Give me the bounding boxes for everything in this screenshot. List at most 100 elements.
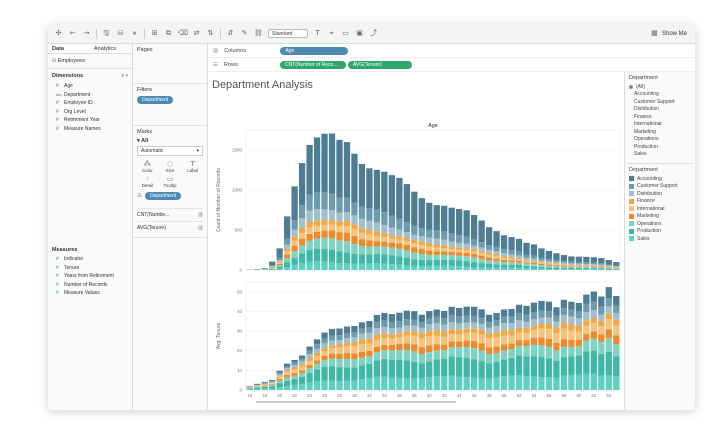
bar-segment	[366, 363, 373, 379]
show-me-button[interactable]: ▦ Show Me	[650, 29, 687, 38]
bar-segment	[321, 192, 328, 210]
filter-legend-item[interactable]: Production	[625, 143, 695, 151]
bar-segment	[373, 376, 381, 390]
dimension-field[interactable]: # Retirement Year	[48, 116, 132, 125]
clear-icon[interactable]: ⌫	[178, 29, 188, 37]
marks-pill-department[interactable]: Department	[145, 192, 182, 200]
datasource-item[interactable]: ⛁ Employees	[48, 54, 132, 69]
bar-segment	[328, 133, 336, 194]
marks-row-avg[interactable]: AVG(Tenure) ▥	[137, 221, 203, 234]
marks-all[interactable]: ▾ All	[137, 138, 203, 144]
bar-segment	[515, 259, 523, 262]
dimension-field[interactable]: Abc Department	[48, 91, 132, 100]
filter-legend-item[interactable]: Accounting	[625, 91, 695, 99]
rows-pill-cnt[interactable]: CNT(Number of Reco...	[279, 60, 346, 69]
filter-legend-item[interactable]: Distribution	[625, 106, 695, 114]
measure-field[interactable]: # Indicator	[48, 255, 132, 264]
horizontal-scrollbar[interactable]	[256, 401, 456, 403]
bar-segment	[598, 258, 605, 264]
filter-legend-item[interactable]: Finance	[625, 113, 695, 121]
measure-field[interactable]: # Tenure	[48, 264, 132, 273]
measure-field[interactable]: # Measure Values	[48, 289, 132, 298]
marks-color-field[interactable]: ⁂ Department	[137, 192, 203, 200]
duplicate-icon[interactable]: ⧉	[166, 29, 171, 37]
filter-legend-item[interactable]: International	[625, 121, 695, 129]
share-icon[interactable]: ⤴	[370, 29, 377, 37]
bar-segment	[426, 336, 433, 346]
sort-asc-icon[interactable]: ⇅	[207, 29, 214, 37]
color-button[interactable]: ⁂ Color	[137, 160, 158, 173]
filter-legend-item[interactable]: Sales	[625, 151, 695, 159]
swap-icon[interactable]: ⇄	[193, 29, 200, 37]
color-swatch	[629, 183, 634, 189]
marks-row-cnt[interactable]: CNT(Numbe... ▥	[137, 208, 203, 221]
bar-segment	[403, 257, 410, 266]
rows-shelf[interactable]: ☰ Rows CNT(Number of Reco... AVG(Tenure)	[208, 58, 695, 72]
columns-pill-age[interactable]: Age	[280, 46, 349, 55]
filter-legend-item[interactable]: Operations	[625, 136, 695, 144]
presentation-icon[interactable]: ▣	[356, 29, 363, 37]
fix-axes-icon[interactable]: ⌖	[329, 29, 334, 37]
pause-icon[interactable]: ⏸	[132, 29, 137, 37]
dimension-field[interactable]: # Employee ID	[48, 99, 132, 108]
bar-segment	[284, 374, 291, 378]
tab-data[interactable]: Data	[48, 44, 90, 53]
color-legend-item[interactable]: Distribution	[625, 190, 695, 198]
tooltip-button[interactable]: ▭ Tooltip	[160, 175, 181, 188]
fit-select[interactable]: Standard	[268, 29, 308, 38]
tab-analytics[interactable]: Analytics	[94, 46, 117, 52]
color-legend-item[interactable]: Production	[625, 228, 695, 236]
color-legend-item[interactable]: Finance	[625, 198, 695, 206]
dimension-field[interactable]: # Measure Names	[48, 125, 132, 134]
redo-icon[interactable]: →	[83, 29, 90, 37]
label-icon[interactable]: T	[315, 29, 320, 37]
new-datasource-icon[interactable]: ⛁	[117, 29, 124, 37]
bar-segment	[358, 328, 366, 334]
bar-segment	[358, 339, 366, 345]
color-legend-item[interactable]: Operations	[625, 220, 695, 228]
x-tick-label: 30	[352, 393, 357, 398]
color-legend-item[interactable]: Sales	[625, 235, 695, 243]
filter-legend-item[interactable]: (All)	[625, 83, 695, 91]
size-button[interactable]: ◌ Size	[160, 160, 181, 173]
bar-segment	[530, 260, 538, 262]
mark-type-select[interactable]: Automatic ▾	[137, 146, 203, 156]
toolbar-separator	[96, 28, 97, 39]
bar-segment	[373, 253, 381, 264]
bar-segment	[515, 340, 523, 346]
measure-field[interactable]: # Years from Retirement	[48, 272, 132, 281]
filter-legend-item[interactable]: Customer Support	[625, 98, 695, 106]
label-button[interactable]: T Label	[182, 160, 203, 173]
group-icon[interactable]: ⛓	[254, 29, 263, 37]
undo-icon[interactable]: ←	[69, 29, 76, 37]
save-icon[interactable]: 🖫	[103, 29, 110, 37]
bar-segment	[500, 359, 508, 377]
columns-shelf[interactable]: ▥ Columns Age	[208, 44, 695, 58]
bar-segment	[613, 295, 620, 306]
dimension-field[interactable]: # Org Level	[48, 108, 132, 117]
color-legend-item[interactable]: International	[625, 205, 695, 213]
new-sheet-icon[interactable]: ⊞	[151, 29, 158, 37]
rows-pill-avg[interactable]: AVG(Tenure)	[347, 60, 412, 69]
color-legend-item[interactable]: Customer Support	[625, 183, 695, 191]
bar-segment	[583, 265, 590, 266]
detail-button[interactable]: ⁘ Detail	[137, 175, 158, 188]
measure-field[interactable]: # Number of Records	[48, 281, 132, 290]
bar-segment	[343, 232, 351, 242]
search-icon[interactable]: ⌕ ▾	[121, 73, 128, 79]
bar-segment	[403, 245, 410, 251]
bar-segment	[456, 376, 463, 390]
bar-segment	[433, 330, 440, 336]
dimension-field[interactable]: # Age	[48, 82, 132, 91]
color-legend-item[interactable]: Accounting	[625, 175, 695, 183]
sort-desc-icon[interactable]: ⇵	[227, 29, 234, 37]
highlight-icon[interactable]: ✎	[241, 29, 248, 37]
bar-segment	[530, 262, 538, 265]
filter-legend-item[interactable]: Marketing	[625, 128, 695, 136]
bar-segment	[583, 373, 590, 390]
filter-pill-department[interactable]: Department	[137, 96, 174, 104]
bar-segment	[396, 337, 403, 344]
fit-icon[interactable]: ▭	[342, 29, 349, 37]
color-legend-item[interactable]: Marketing	[625, 213, 695, 221]
